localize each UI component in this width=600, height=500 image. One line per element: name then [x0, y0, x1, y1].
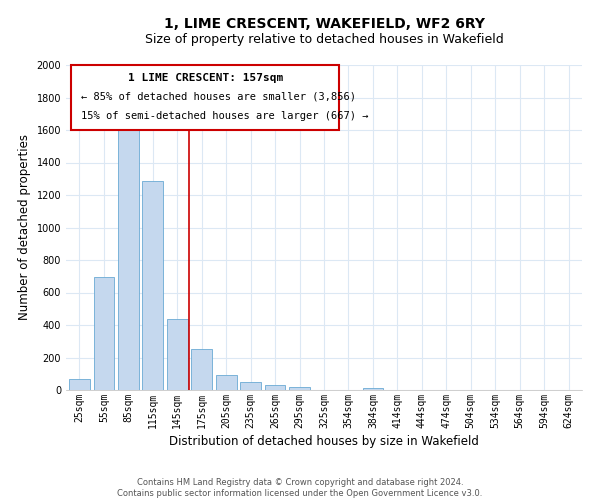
Bar	[118, 124, 139, 390]
Bar	[69, 380, 90, 390]
Bar	[167, 318, 188, 390]
Text: 15% of semi-detached houses are larger (667) →: 15% of semi-detached houses are larger (…	[82, 112, 369, 122]
Bar	[289, 387, 310, 390]
Text: 1, LIME CRESCENT, WAKEFIELD, WF2 6RY: 1, LIME CRESCENT, WAKEFIELD, WF2 6RY	[163, 18, 485, 32]
Bar	[142, 181, 163, 390]
Bar	[240, 382, 261, 390]
Text: Contains HM Land Registry data © Crown copyright and database right 2024.
Contai: Contains HM Land Registry data © Crown c…	[118, 478, 482, 498]
Text: Size of property relative to detached houses in Wakefield: Size of property relative to detached ho…	[145, 32, 503, 46]
Bar	[362, 388, 383, 390]
Bar	[94, 277, 114, 390]
Bar	[265, 385, 286, 390]
Bar	[191, 348, 212, 390]
X-axis label: Distribution of detached houses by size in Wakefield: Distribution of detached houses by size …	[169, 435, 479, 448]
Text: ← 85% of detached houses are smaller (3,856): ← 85% of detached houses are smaller (3,…	[82, 92, 356, 102]
FancyBboxPatch shape	[71, 65, 340, 130]
Y-axis label: Number of detached properties: Number of detached properties	[18, 134, 31, 320]
Text: 1 LIME CRESCENT: 157sqm: 1 LIME CRESCENT: 157sqm	[128, 73, 283, 83]
Bar	[216, 376, 236, 390]
